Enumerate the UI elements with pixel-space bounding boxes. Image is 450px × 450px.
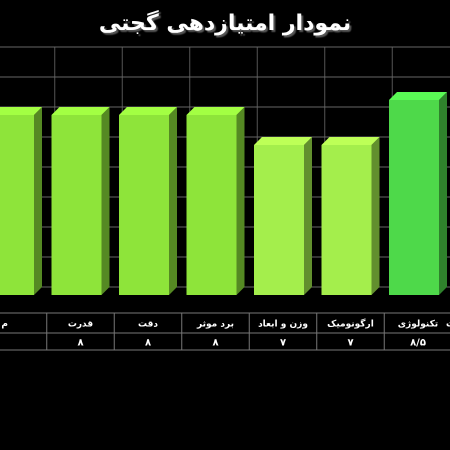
bar-side bbox=[439, 92, 447, 295]
x-tick-label: دقت bbox=[138, 320, 158, 330]
bar-side bbox=[371, 137, 380, 295]
bar-top bbox=[0, 107, 42, 115]
bar-side bbox=[236, 107, 245, 295]
bar bbox=[321, 145, 372, 295]
chart-title: نمودار امتیازدهی گجتی bbox=[99, 9, 351, 36]
x-tick-label: ت bbox=[446, 320, 450, 330]
bar-side bbox=[304, 137, 312, 295]
x-tick-label: قدرت bbox=[68, 320, 93, 330]
x-tick-label: تکنولوژی bbox=[398, 320, 438, 330]
value-label: ۷ bbox=[280, 338, 286, 349]
bar-side bbox=[169, 107, 177, 295]
bar-side bbox=[101, 107, 110, 295]
bar bbox=[0, 115, 34, 295]
bar-top bbox=[389, 92, 447, 100]
value-label: ۸ bbox=[77, 338, 83, 349]
x-tick-label: ارگونومیک bbox=[327, 318, 374, 330]
bar bbox=[389, 100, 439, 295]
bar-top bbox=[186, 107, 245, 115]
bar bbox=[186, 115, 237, 295]
bar bbox=[254, 145, 304, 295]
value-label: ۸/۵ bbox=[410, 338, 426, 349]
x-tick-label: برد موثر bbox=[196, 320, 234, 330]
bar-top bbox=[51, 107, 110, 115]
bar-top bbox=[254, 137, 312, 145]
x-tick-label: م bbox=[1, 320, 8, 330]
bar-side bbox=[34, 107, 42, 295]
x-tick-label: وزن و ابعاد bbox=[258, 320, 308, 330]
value-label: ۸ bbox=[212, 338, 218, 349]
value-label: ۷ bbox=[347, 338, 353, 349]
bar bbox=[51, 115, 102, 295]
bar-top bbox=[321, 137, 380, 145]
bar-top bbox=[119, 107, 177, 115]
value-label: ۸ bbox=[145, 338, 151, 349]
bar bbox=[119, 115, 169, 295]
